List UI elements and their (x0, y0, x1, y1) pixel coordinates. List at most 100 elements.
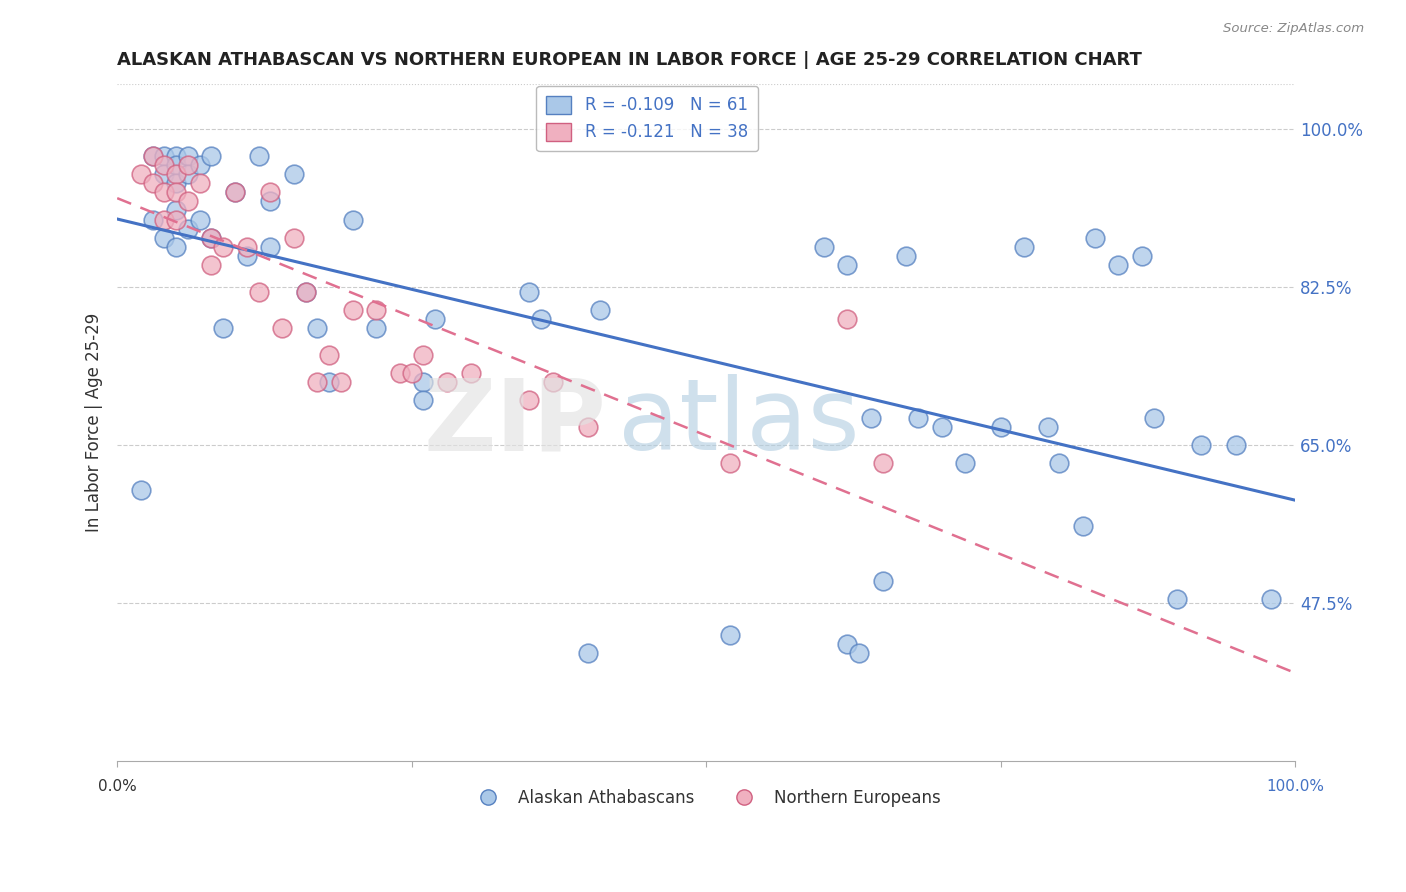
Point (366, 321, 388, 335)
Point (212, 239, 235, 253)
Point (188, 158, 211, 172)
Point (165, 239, 187, 253)
Point (837, 311, 859, 326)
Point (460, 366, 482, 380)
Text: Source: ZipAtlas.com: Source: ZipAtlas.com (1223, 22, 1364, 36)
Point (1084, 230, 1107, 244)
Point (519, 285, 541, 299)
Point (141, 177, 163, 191)
Point (129, 483, 152, 498)
Point (177, 149, 200, 163)
Point (200, 230, 222, 244)
Point (907, 411, 929, 425)
Point (188, 212, 211, 227)
Point (318, 348, 340, 362)
Point (224, 186, 246, 200)
Point (141, 149, 163, 163)
Point (212, 321, 235, 335)
Point (200, 149, 222, 163)
Point (530, 311, 553, 326)
Point (1143, 411, 1166, 425)
Point (1049, 456, 1071, 470)
Point (307, 375, 329, 389)
Point (141, 149, 163, 163)
Point (342, 212, 364, 227)
Point (177, 158, 200, 172)
Point (848, 646, 870, 660)
Point (235, 249, 257, 263)
Text: ALASKAN ATHABASCAN VS NORTHERN EUROPEAN IN LABOR FORCE | AGE 25-29 CORRELATION C: ALASKAN ATHABASCAN VS NORTHERN EUROPEAN … (117, 51, 1142, 69)
Point (259, 186, 281, 200)
Point (141, 212, 163, 227)
Point (388, 366, 411, 380)
Point (436, 375, 458, 389)
Point (153, 167, 176, 181)
Point (412, 392, 434, 407)
Point (990, 420, 1012, 434)
Point (519, 392, 541, 407)
Point (259, 194, 281, 209)
Point (837, 258, 859, 272)
Point (1225, 438, 1247, 452)
Point (412, 348, 434, 362)
Point (165, 167, 187, 181)
Point (718, 628, 741, 642)
Point (1012, 239, 1035, 253)
Point (165, 149, 187, 163)
Point (366, 302, 388, 317)
Point (1107, 258, 1129, 272)
Point (177, 194, 200, 209)
Point (1260, 591, 1282, 606)
Point (165, 212, 187, 227)
Point (412, 375, 434, 389)
Point (247, 285, 270, 299)
Point (294, 285, 316, 299)
Point (165, 158, 187, 172)
Point (425, 311, 447, 326)
Point (401, 366, 423, 380)
Point (177, 221, 200, 235)
Point (200, 230, 222, 244)
Point (165, 186, 187, 200)
Point (859, 411, 882, 425)
Point (896, 249, 918, 263)
Point (872, 574, 894, 588)
Point (188, 177, 211, 191)
Point (813, 239, 835, 253)
Point (283, 167, 305, 181)
Point (177, 167, 200, 181)
Legend: Alaskan Athabascans, Northern Europeans: Alaskan Athabascans, Northern Europeans (464, 782, 948, 814)
Point (165, 177, 187, 191)
Point (955, 456, 977, 470)
Point (1071, 519, 1094, 533)
Point (1166, 591, 1188, 606)
Point (224, 186, 246, 200)
Point (1189, 438, 1212, 452)
Point (576, 420, 599, 434)
Point (837, 637, 859, 651)
Point (247, 149, 270, 163)
Point (872, 456, 894, 470)
Y-axis label: In Labor Force | Age 25-29: In Labor Force | Age 25-29 (86, 313, 103, 533)
Point (318, 375, 340, 389)
Text: 0.0%: 0.0% (98, 779, 136, 794)
Point (1130, 249, 1153, 263)
Point (200, 258, 222, 272)
Point (153, 212, 176, 227)
Point (294, 285, 316, 299)
Point (541, 375, 564, 389)
Point (259, 239, 281, 253)
Point (271, 321, 294, 335)
Text: 100.0%: 100.0% (1265, 779, 1324, 794)
Point (576, 646, 599, 660)
Text: atlas: atlas (617, 374, 859, 471)
Point (165, 203, 187, 218)
Point (153, 230, 176, 244)
Point (307, 321, 329, 335)
Point (153, 149, 176, 163)
Point (718, 456, 741, 470)
Point (589, 302, 612, 317)
Point (235, 239, 257, 253)
Point (342, 302, 364, 317)
Point (330, 375, 353, 389)
